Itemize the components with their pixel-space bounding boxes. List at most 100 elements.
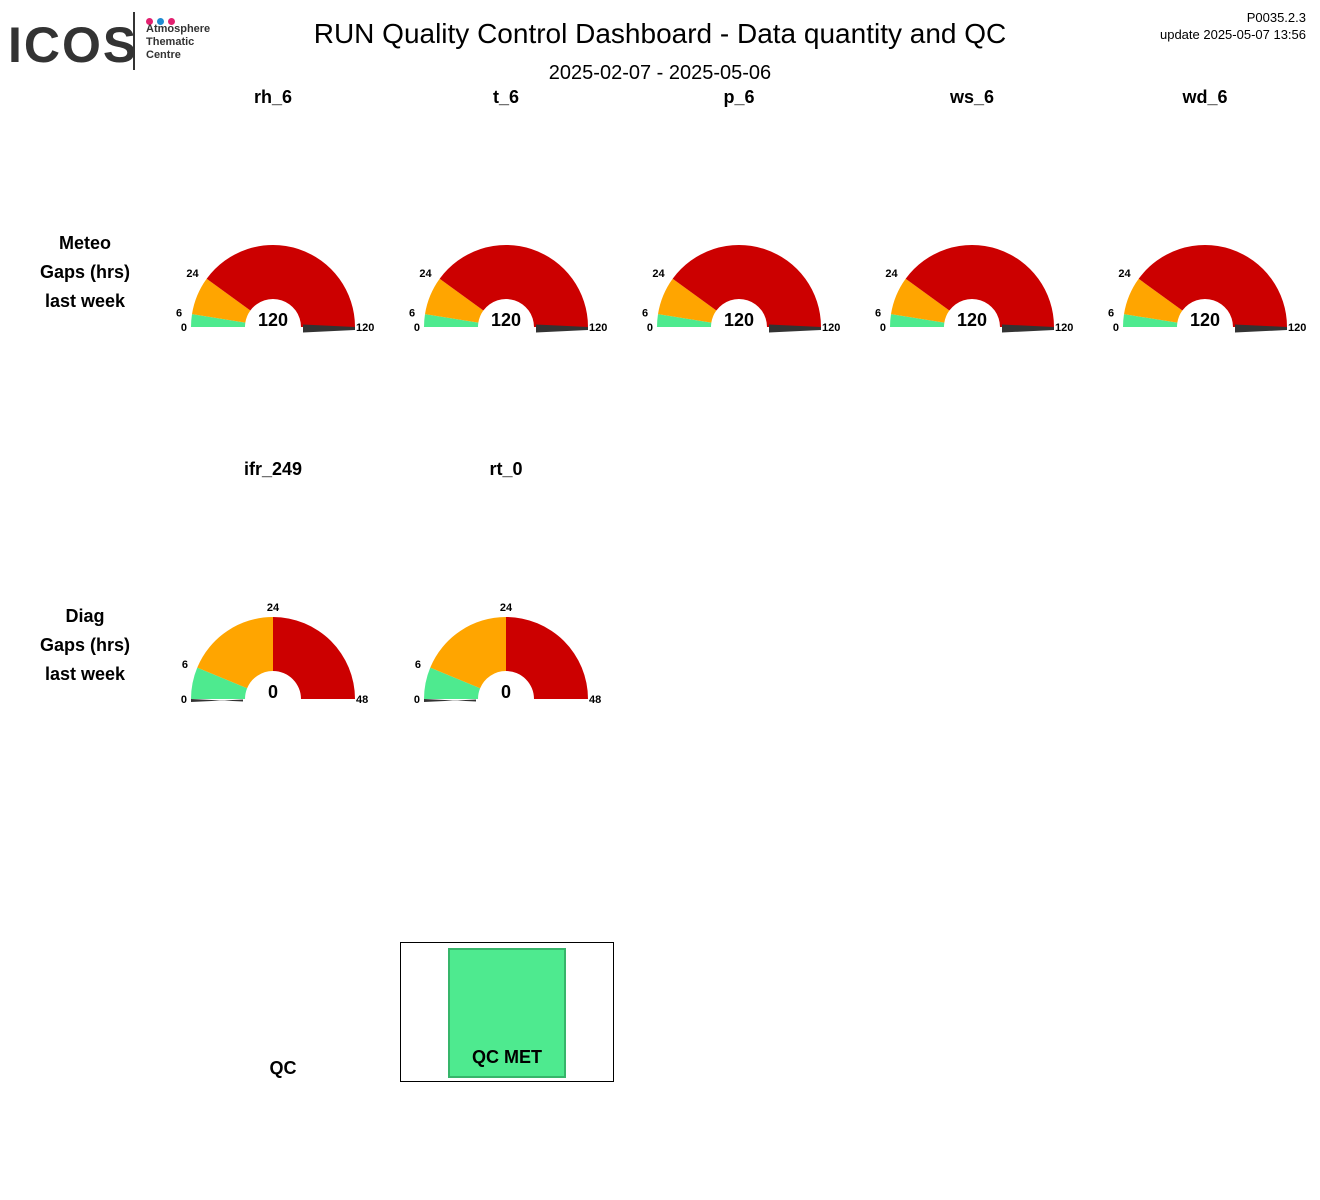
row-label-line: Gaps (hrs) [39,635,131,655]
gauge-tick-label: 48 [356,694,368,706]
gauge-band [1124,278,1183,323]
gauge-band [439,245,588,327]
logo-dot [146,18,153,25]
logo-line-1: Atmosphere [146,23,211,35]
gauge-tick-label: 120 [356,322,374,334]
logo-dot [168,18,175,25]
logo-dots [146,12,179,30]
gauge-band [672,245,821,327]
gauge-value: 0 [268,682,278,702]
page-title: RUN Quality Control Dashboard - Data qua… [313,18,1007,49]
gauge-value: 120 [258,310,288,330]
qc-row-label: QC [269,1058,297,1078]
gauge-band [1138,245,1287,327]
gauge-band [658,278,717,323]
gauge-title: ws_6 [949,87,995,107]
row-label-line: Meteo [58,233,111,253]
gauge-tick-label: 0 [414,322,420,334]
gauge-tick-label: 0 [647,322,653,334]
row-label-line: Diag [65,606,105,626]
gauge-band [192,278,251,323]
gauge-tick-label: 6 [182,659,188,671]
gauge-needle [1002,324,1054,333]
gauge-band [905,245,1054,327]
gauge-value: 120 [1190,310,1220,330]
gauge-tick-label: 48 [589,694,601,706]
gauge-title: rh_6 [253,87,293,107]
gauge-ifr_249: 0 6 24 48 0 [181,602,368,706]
date-range: 2025-02-07 - 2025-05-06 [548,62,772,84]
logo-wordmark: ICOS [8,17,139,73]
gauge-tick-label: 6 [875,308,881,320]
row-label-line: last week [44,664,126,684]
gauge-tick-label: 24 [652,268,665,280]
gauge-band [424,667,481,699]
gauge-needle [303,324,355,333]
gauge-tick-label: 120 [1055,322,1073,334]
qc-panel: QC MET [400,942,614,1082]
gauge-band [430,617,506,689]
gauge-needle [769,324,821,333]
gauge-title: t_6 [492,87,519,107]
gauge-ws_6: 0 6 24 120 120 [875,245,1073,334]
gauge-tick-label: 24 [1118,268,1131,280]
gauge-value: 0 [501,682,511,702]
gauge-needle [1235,324,1287,333]
gauge-band [191,667,248,699]
gauge-band [273,617,355,699]
gauge-tick-label: 120 [589,322,607,334]
gauge-title: wd_6 [1182,87,1228,107]
gauge-tick-label: 24 [500,602,513,614]
station-code: P0035.2.3 [1246,10,1306,25]
gauge-wd_6: 0 6 24 120 120 [1108,245,1306,334]
gauge-tick-label: 6 [415,659,421,671]
gauge-band [425,278,484,323]
gauge-rh_6: 0 6 24 120 120 [176,245,374,334]
gauge-tick-label: 24 [419,268,432,280]
icos-logo: ICOS Atmosphere Thematic Centre [8,10,238,74]
qc-status-label: QC MET [472,1047,542,1067]
gauge-title: p_6 [723,87,755,107]
logo-line-3: Centre [146,49,181,61]
gauge-needle [424,699,476,702]
gauge-band [891,278,950,323]
gauge-tick-label: 6 [1108,308,1114,320]
logo-line-2: Thematic [146,36,195,48]
gauge-value: 120 [957,310,987,330]
gauge-tick-label: 6 [642,308,648,320]
gauge-band [197,617,273,689]
gauge-band [424,314,479,327]
gauge-title: ifr_249 [243,459,303,479]
gauge-tick-label: 24 [186,268,199,280]
gauge-tick-label: 24 [267,602,280,614]
gauge-tick-label: 6 [176,308,182,320]
gauge-p_6: 0 6 24 120 120 [642,245,840,334]
gauge-band [506,617,588,699]
gauge-tick-label: 0 [414,694,420,706]
gauge-band [657,314,712,327]
gauge-tick-label: 120 [822,322,840,334]
gauge-needle [191,699,243,702]
gauge-tick-label: 6 [409,308,415,320]
gauge-tick-label: 0 [181,694,187,706]
gauge-value: 120 [491,310,521,330]
gauge-band [191,314,246,327]
gauge-needle [536,324,588,333]
gauge-band [206,245,355,327]
update-timestamp: update 2025-05-07 13:56 [1159,27,1306,42]
gauge-t_6: 0 6 24 120 120 [409,245,607,334]
gauge-tick-label: 120 [1288,322,1306,334]
row-label-line: last week [44,291,126,311]
gauge-band [1123,314,1178,327]
gauge-tick-label: 0 [880,322,886,334]
row-label-line: Gaps (hrs) [39,262,131,282]
gauge-value: 120 [724,310,754,330]
row-label-diag: Diag Gaps (hrs) last week [10,602,160,689]
logo-dot [157,18,164,25]
gauge-tick-label: 0 [181,322,187,334]
gauge-title: rt_0 [489,459,523,479]
gauge-band [890,314,945,327]
qc-status-box: QC MET [448,948,566,1078]
row-label-meteo: Meteo Gaps (hrs) last week [10,229,160,316]
gauge-tick-label: 0 [1113,322,1119,334]
